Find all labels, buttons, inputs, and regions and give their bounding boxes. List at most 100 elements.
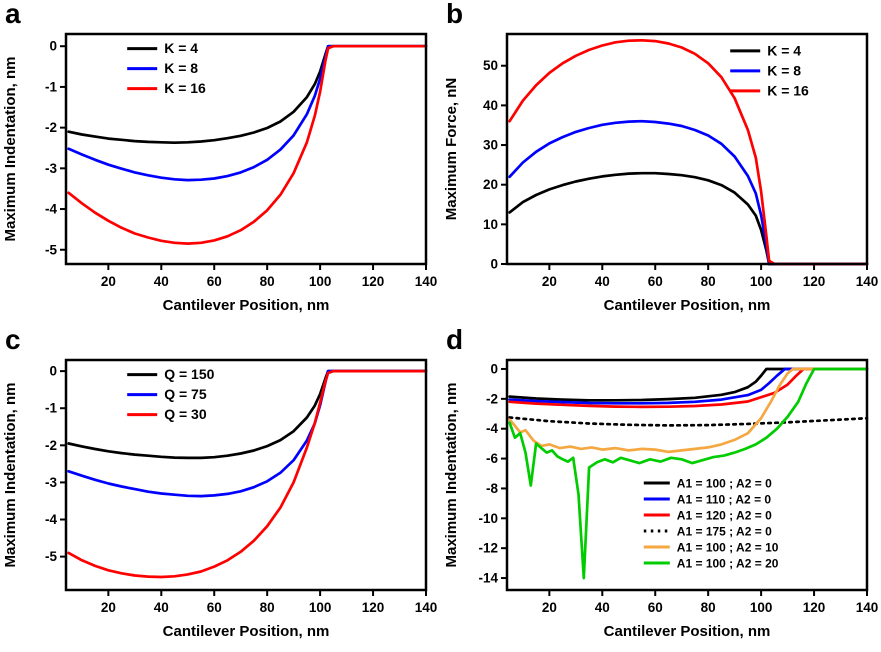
legend-label: A1 = 110 ; A2 = 0: [677, 493, 772, 507]
y-tick-label: 30: [483, 138, 498, 153]
series-line-k-16: [67, 44, 428, 245]
plot-frame: [505, 32, 869, 266]
series-line-a1-175-a2-0: [508, 416, 869, 427]
series-line-k-8: [508, 119, 869, 266]
chart-a: 20 40 60 80 100 120 140 0 -1 -2 -3 -4 -5 Cantilever P…: [2, 32, 438, 314]
x-tick-label: 20: [542, 600, 557, 615]
y-tick-label: -3: [45, 161, 57, 176]
x-tick-label: 20: [101, 600, 116, 615]
y-tick-label: -1: [45, 79, 57, 94]
series-line-q-30: [67, 369, 428, 579]
y-tick-label: -5: [45, 549, 57, 564]
x-tick-label: 100: [309, 274, 332, 289]
legend-label: K = 4: [767, 42, 801, 58]
legend-label: K = 4: [164, 40, 198, 56]
y-tick-label: 0: [49, 364, 57, 379]
panel-label-a: a: [5, 0, 21, 29]
y-axis-label: Maximum Indentation, nm: [2, 56, 19, 241]
series-line-q-150: [67, 369, 428, 460]
plot-frame: [64, 32, 428, 266]
y-tick-label: 20: [483, 177, 498, 192]
y-tick-label: 0: [490, 361, 498, 376]
panel-d: d 20 40 60 80 100 120 140 0 -2 -4 -6 -8 -10 -12 -14 Can…: [441, 324, 881, 652]
y-tick-label: -2: [45, 120, 57, 135]
x-tick-label: 80: [701, 274, 716, 289]
legend-label: K = 8: [164, 60, 198, 76]
panel-label-c: c: [5, 324, 21, 355]
x-tick-label: 40: [154, 600, 169, 615]
x-tick-label: 120: [803, 600, 826, 615]
x-tick-label: 100: [750, 274, 773, 289]
legend-label: Q = 150: [164, 366, 214, 382]
chart-b: 20 40 60 80 100 120 140 0 10 20 30 40 50 Cantilever P…: [443, 32, 879, 314]
series-line-a1-100-a2-20: [508, 367, 869, 580]
series-line-k-4: [508, 171, 869, 266]
y-axis-label: Maximum Force, nN: [443, 78, 460, 221]
y-tick-label: -6: [486, 451, 498, 466]
x-tick-label: 60: [648, 274, 663, 289]
y-tick-label: -14: [478, 571, 498, 586]
panel-c: c 20 40 60 80 100 120 140 0 -1 -2 -3 -4 -5 Cantilever…: [0, 324, 440, 652]
x-tick-label: 100: [750, 600, 773, 615]
x-tick-label: 40: [595, 274, 610, 289]
x-tick-label: 140: [856, 274, 879, 289]
series-line-a1-110-a2-0: [508, 367, 869, 405]
legend-label: K = 16: [164, 80, 206, 96]
x-tick-label: 140: [856, 600, 879, 615]
chart-c: 20 40 60 80 100 120 140 0 -1 -2 -3 -4 -5 Cantilever P…: [2, 358, 437, 640]
x-tick-label: 60: [207, 274, 222, 289]
legend-label: A1 = 120 ; A2 = 0: [677, 509, 772, 523]
x-axis-label: Cantilever Position, nm: [604, 623, 771, 640]
panel-label-b: b: [446, 0, 464, 29]
x-tick-label: 80: [260, 600, 275, 615]
series-line-q-75: [67, 369, 428, 498]
y-tick-label: -12: [478, 541, 498, 556]
x-tick-label: 120: [803, 274, 826, 289]
y-tick-label: -1: [45, 401, 57, 416]
series-line-a1-100-a2-10: [508, 367, 869, 454]
x-tick-label: 140: [415, 274, 438, 289]
y-tick-label: -2: [486, 391, 498, 406]
series-line-k-8: [67, 44, 428, 182]
x-tick-label: 60: [207, 600, 222, 615]
plot-frame: [505, 358, 869, 592]
x-tick-label: 120: [362, 274, 385, 289]
y-axis-label: Maximum Indentation, nm: [443, 382, 460, 567]
plot-frame: [64, 358, 428, 592]
y-tick-label: -4: [45, 202, 57, 217]
y-tick-label: -10: [478, 511, 498, 526]
x-tick-label: 120: [362, 600, 385, 615]
panel-b: b 20 40 60 80 100 120 140 0 10 20 30 40 50 Cantilever…: [441, 0, 881, 326]
x-tick-label: 20: [101, 274, 116, 289]
x-tick-label: 40: [595, 600, 610, 615]
y-tick-label: 0: [490, 257, 498, 272]
panel-label-d: d: [446, 324, 464, 355]
legend-label: K = 8: [767, 62, 801, 78]
legend-label: Q = 30: [164, 406, 207, 422]
x-axis-label: Cantilever Position, nm: [163, 623, 330, 640]
y-tick-label: -5: [45, 242, 57, 257]
y-tick-label: -3: [45, 475, 57, 490]
chart-d: 20 40 60 80 100 120 140 0 -2 -4 -6 -8 -10 -12 -14 Canti…: [443, 358, 879, 640]
x-tick-label: 60: [648, 600, 663, 615]
y-tick-label: -2: [45, 438, 57, 453]
legend-label: A1 = 175 ; A2 = 0: [677, 525, 772, 539]
x-tick-label: 40: [154, 274, 169, 289]
series-line-a1-120-a2-0: [508, 367, 869, 409]
y-tick-label: -4: [486, 421, 498, 436]
y-tick-label: -4: [45, 512, 57, 527]
series-line-a1-100-a2-0: [508, 367, 869, 402]
y-tick-label: 0: [49, 39, 57, 54]
x-axis-label: Cantilever Position, nm: [604, 297, 771, 314]
series-line-k-4: [67, 44, 428, 145]
series-line-k-16: [508, 38, 869, 266]
x-tick-label: 80: [260, 274, 275, 289]
y-tick-label: 10: [483, 217, 498, 232]
panel-a: a 20 40 60 80 100 120 140 0 -1 -2 -3 -4 -5 Cantilever…: [0, 0, 440, 326]
y-tick-label: 50: [483, 58, 498, 73]
y-tick-label: -8: [486, 481, 498, 496]
legend-label: A1 = 100 ; A2 = 0: [677, 477, 772, 491]
legend-label: K = 16: [767, 82, 809, 98]
x-tick-label: 100: [309, 600, 332, 615]
